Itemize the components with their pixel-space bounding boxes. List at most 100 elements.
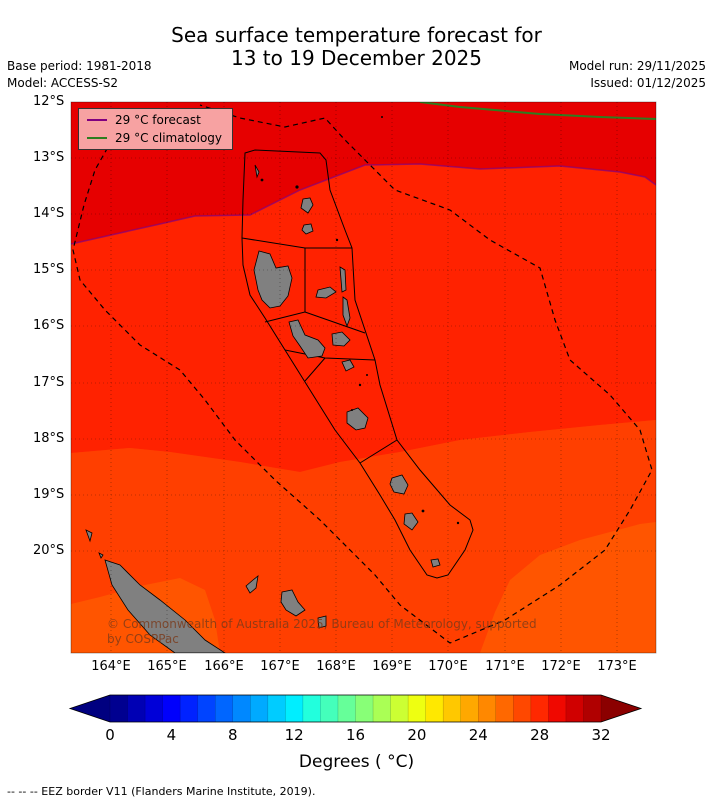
- colorbar-under-arrow: [70, 695, 110, 722]
- island-belep: [85, 529, 93, 543]
- island-new-caledonia: [104, 559, 226, 653]
- forecast-29c-contour: [71, 163, 656, 245]
- colorbar-segment: [495, 695, 514, 722]
- lat-label: 20°S: [33, 543, 65, 558]
- island-maewo: [339, 266, 347, 293]
- colorbar-over-arrow: [601, 695, 641, 722]
- colorbar-segment: [337, 695, 356, 722]
- eez-footnote: -- -- -- EEZ border V11 (Flanders Marine…: [7, 785, 316, 798]
- islands: [85, 164, 441, 653]
- colorbar-title: Degrees ( °C): [298, 752, 415, 772]
- sst-band-27-28: [71, 420, 656, 653]
- colorbar-tick-label: 8: [227, 726, 238, 744]
- legend-climatology-label: 29 °C climatology: [115, 131, 223, 145]
- lat-label: 18°S: [33, 431, 65, 446]
- lat-label: 19°S: [33, 487, 65, 502]
- copyright-note: © Commonwealth of Australia 2025, Bureau…: [107, 617, 537, 646]
- colorbar-tick-label: 20: [407, 726, 427, 744]
- island-gaua: [300, 197, 314, 214]
- base-period: Base period: 1981-2018: [7, 59, 152, 73]
- colorbar-segment: [373, 695, 392, 722]
- lon-label: 169°E: [372, 659, 412, 674]
- lon-label: 167°E: [260, 659, 300, 674]
- island-aneityum: [430, 558, 441, 568]
- colorbar-segment: [180, 695, 199, 722]
- island-malakula: [288, 319, 326, 359]
- legend-forecast-swatch: [87, 119, 107, 121]
- lat-label: 15°S: [33, 262, 65, 277]
- lat-label: 14°S: [33, 206, 65, 221]
- colorbar-outline: [68, 694, 643, 723]
- legend-climatology-swatch: [87, 137, 107, 139]
- lon-label: 170°E: [428, 659, 468, 674]
- lon-label: 164°E: [91, 659, 131, 674]
- colorbar-segment: [425, 695, 444, 722]
- colorbar-segment: [460, 695, 479, 722]
- lat-label: 16°S: [33, 318, 65, 333]
- colorbar-tick-label: 0: [105, 726, 115, 744]
- colorbar-segment: [285, 695, 304, 722]
- colorbar-segment: [530, 695, 549, 722]
- sst-band-28-29: [71, 164, 656, 472]
- issued-date: Issued: 01/12/2025: [590, 76, 706, 90]
- lon-label: 172°E: [541, 659, 581, 674]
- island-loyalty-3: [317, 615, 327, 629]
- graticule: [71, 102, 656, 653]
- colorbar-segment: [583, 695, 602, 722]
- island-ambrym: [331, 331, 351, 347]
- island-espiritu-santo: [253, 250, 293, 309]
- lon-label: 165°E: [147, 659, 187, 674]
- colorbar-segment: [232, 695, 251, 722]
- title-line-2: 13 to 19 December 2025: [230, 46, 482, 70]
- island-loyalty-1: [280, 589, 306, 617]
- island-torres: [254, 164, 260, 179]
- colorbar-segment: [478, 695, 497, 722]
- colorbar-tick-label: 16: [345, 726, 366, 744]
- colorbar-segment: [127, 695, 146, 722]
- map-legend: 29 °C forecast 29 °C climatology: [78, 108, 233, 150]
- island-dots: [260, 116, 460, 525]
- map-frame: [70, 101, 657, 654]
- climatology-29c-contour: [419, 102, 656, 120]
- colorbar-segment: [355, 695, 374, 722]
- island-vanua-lava: [301, 223, 314, 235]
- colorbar-segment: [250, 695, 269, 722]
- lat-label: 12°S: [33, 94, 65, 109]
- colorbar-segment: [110, 695, 129, 722]
- colorbar-tick-label: 12: [284, 726, 304, 744]
- colorbar-segment: [302, 695, 321, 722]
- island-small-1: [98, 552, 104, 559]
- title-line-1: Sea surface temperature forecast for: [171, 23, 542, 47]
- colorbar-segment: [565, 695, 584, 722]
- model-run: Model run: 29/11/2025: [568, 59, 706, 73]
- colorbar-tick-label: 24: [468, 726, 488, 744]
- colorbar-tick-label: 4: [166, 726, 177, 744]
- lat-label: 17°S: [33, 375, 65, 390]
- meta-right: Model run: 29/11/2025 Issued: 01/12/2025: [569, 58, 706, 92]
- colorbar-segment: [408, 695, 427, 722]
- colorbar-segment: [162, 695, 181, 722]
- island-loyalty-2: [245, 575, 259, 594]
- colorbar-segment: [513, 695, 532, 722]
- island-tanna: [403, 512, 419, 531]
- island-ambae: [315, 286, 337, 299]
- legend-climatology: 29 °C climatology: [87, 129, 222, 147]
- colorbar-segment: [320, 695, 339, 722]
- colorbar-segment: [145, 695, 164, 722]
- colorbar: [68, 694, 643, 723]
- lon-label: 173°E: [597, 659, 637, 674]
- legend-forecast-label: 29 °C forecast: [115, 113, 201, 127]
- island-efate: [346, 407, 369, 431]
- lon-label: 168°E: [316, 659, 356, 674]
- colorbar-tick-label: 32: [591, 726, 611, 744]
- colorbar-segment: [197, 695, 216, 722]
- vanuatu-province-boundaries: [241, 149, 474, 579]
- colorbar-segment: [267, 695, 286, 722]
- colorbar-segment: [215, 695, 234, 722]
- legend-forecast: 29 °C forecast: [87, 111, 201, 129]
- island-epi: [341, 359, 355, 372]
- colorbar-segment: [390, 695, 409, 722]
- colorbar-segment: [443, 695, 462, 722]
- island-erromango: [389, 474, 409, 495]
